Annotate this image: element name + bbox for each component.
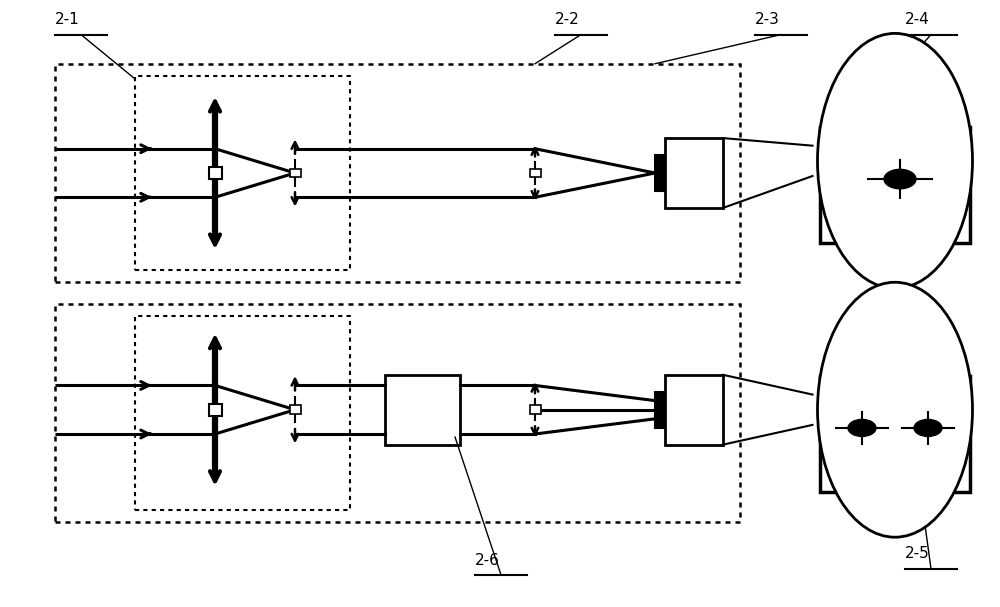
Text: 2-6: 2-6 xyxy=(475,552,500,568)
FancyBboxPatch shape xyxy=(530,405,541,414)
Bar xyxy=(135,316,350,510)
Bar xyxy=(820,127,970,243)
Circle shape xyxy=(848,419,876,436)
Bar xyxy=(820,376,970,492)
Circle shape xyxy=(914,419,942,436)
Text: 2-2: 2-2 xyxy=(555,12,580,27)
Bar xyxy=(55,304,740,522)
Bar xyxy=(385,375,460,444)
Bar xyxy=(665,138,723,208)
Bar xyxy=(655,155,667,191)
FancyBboxPatch shape xyxy=(208,167,222,179)
FancyBboxPatch shape xyxy=(290,169,300,177)
Circle shape xyxy=(884,169,916,189)
Text: 2-3: 2-3 xyxy=(755,12,780,27)
Ellipse shape xyxy=(818,33,972,288)
Text: 2-5: 2-5 xyxy=(905,546,930,561)
Bar xyxy=(55,64,740,282)
Ellipse shape xyxy=(818,282,972,537)
Bar xyxy=(655,392,667,428)
FancyBboxPatch shape xyxy=(530,169,541,177)
FancyBboxPatch shape xyxy=(208,404,222,416)
Text: 2-1: 2-1 xyxy=(55,12,80,27)
FancyBboxPatch shape xyxy=(290,405,300,414)
Bar xyxy=(135,76,350,270)
Bar xyxy=(665,375,723,444)
Text: 2-4: 2-4 xyxy=(905,12,930,27)
